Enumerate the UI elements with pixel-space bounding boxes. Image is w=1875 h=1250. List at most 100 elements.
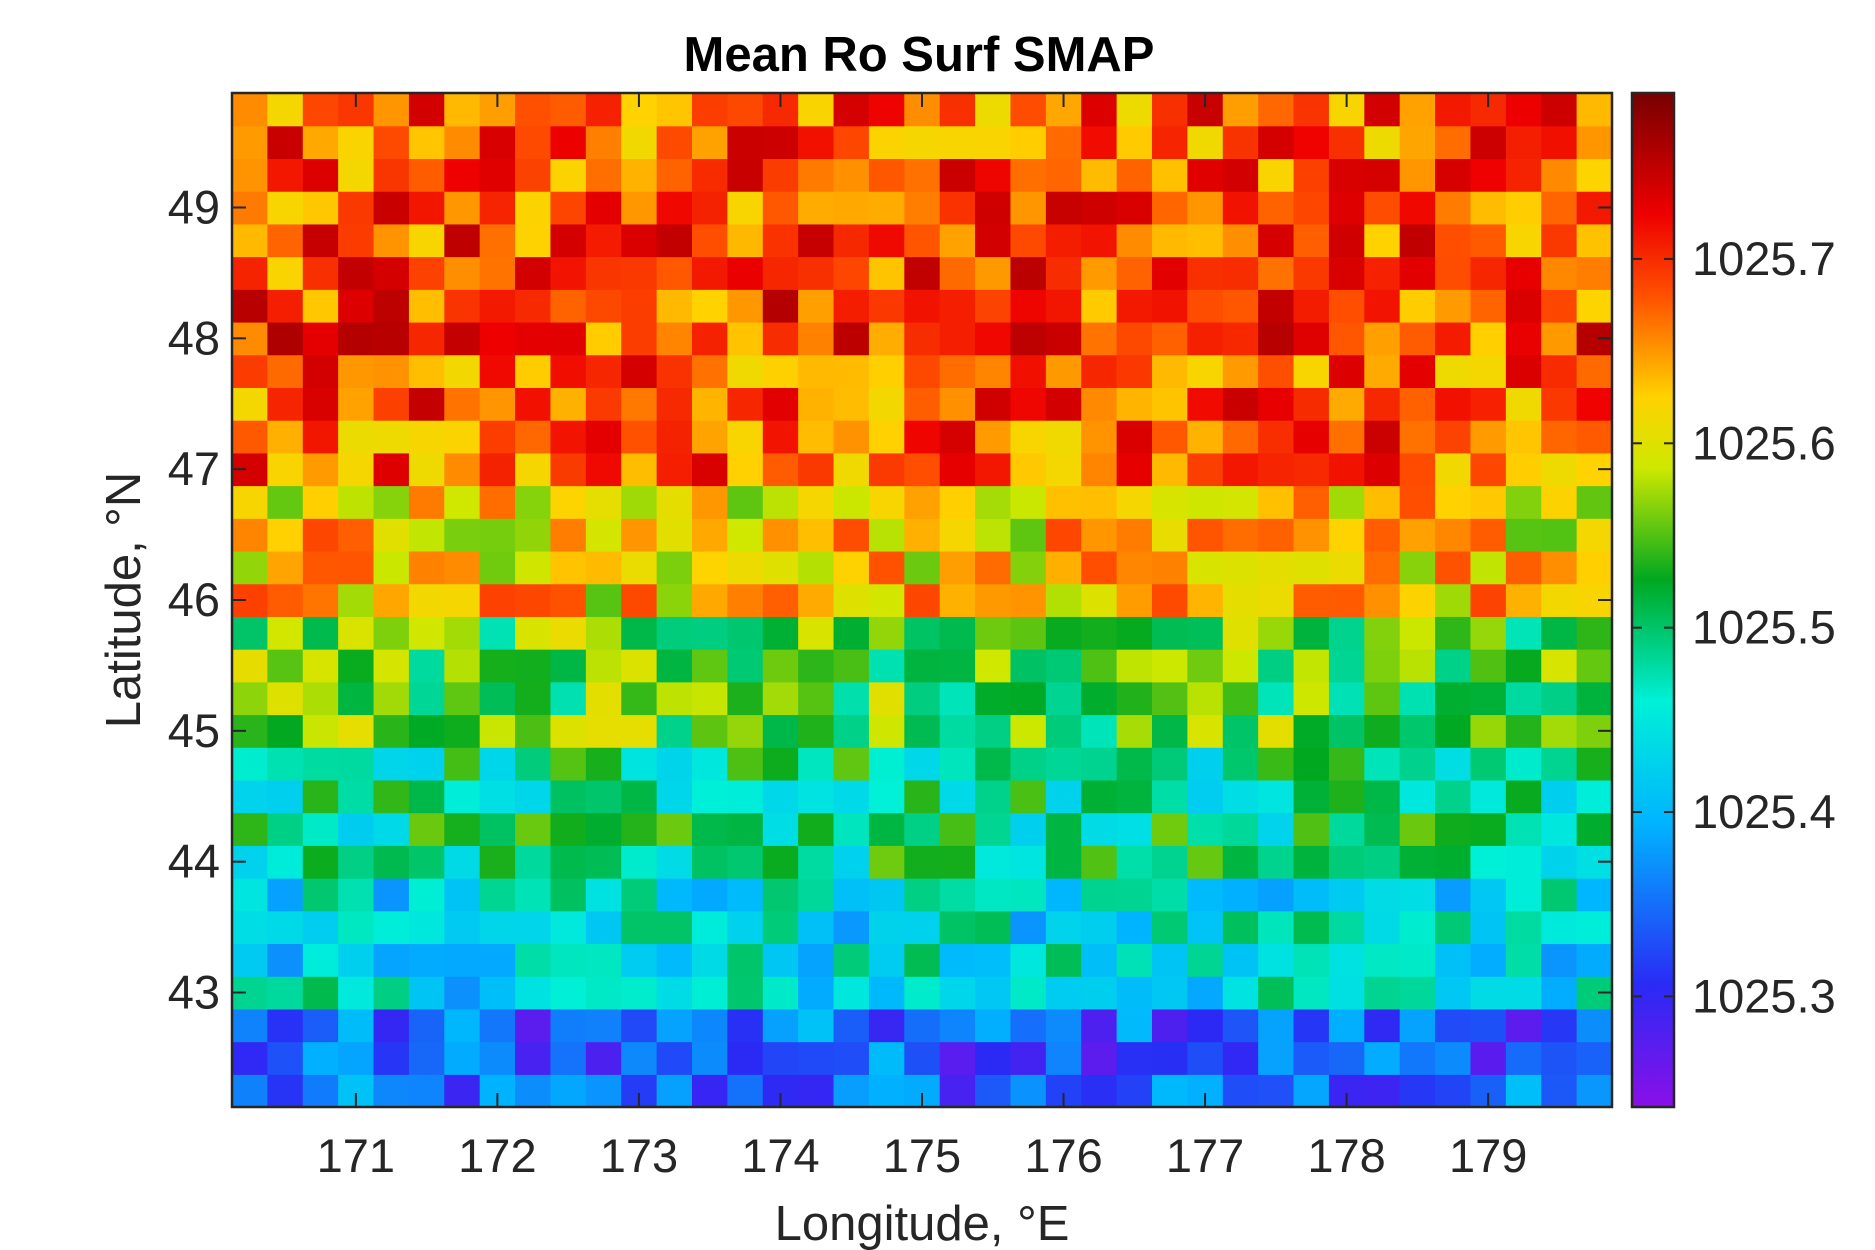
heatmap-cell xyxy=(515,976,552,1010)
heatmap-cell xyxy=(1541,354,1578,388)
heatmap-cell xyxy=(798,518,835,552)
heatmap-cell xyxy=(550,1074,587,1108)
heatmap-cell xyxy=(1116,289,1153,323)
heatmap-cell xyxy=(1258,1041,1295,1075)
heatmap-cell xyxy=(621,878,658,912)
heatmap-cell xyxy=(1470,485,1507,519)
heatmap-cell xyxy=(833,779,870,814)
y-tick-label: 49 xyxy=(168,180,220,233)
heatmap-cell xyxy=(1187,289,1224,323)
heatmap-cell xyxy=(1435,681,1472,716)
heatmap-cell xyxy=(833,485,870,519)
heatmap-cell xyxy=(585,812,622,846)
heatmap-cell xyxy=(692,845,728,879)
heatmap-cell xyxy=(1081,910,1118,945)
heatmap-cell xyxy=(975,93,1012,127)
heatmap-cell xyxy=(1399,910,1436,945)
heatmap-cell xyxy=(1081,387,1118,421)
heatmap-cell xyxy=(1470,125,1507,160)
heatmap-cell xyxy=(939,1008,976,1043)
heatmap-cell xyxy=(1010,910,1047,945)
heatmap-cell xyxy=(1328,191,1365,225)
heatmap-cell xyxy=(1045,125,1082,160)
heatmap-cell xyxy=(798,649,835,683)
heatmap-cell xyxy=(373,1008,410,1043)
heatmap-cell xyxy=(1576,93,1613,127)
heatmap-cell xyxy=(1187,223,1224,258)
heatmap-cell xyxy=(1470,779,1507,814)
x-tick-label: 171 xyxy=(317,1129,395,1182)
heatmap-cell xyxy=(1222,1041,1259,1075)
heatmap-cell xyxy=(232,550,268,585)
heatmap-cell xyxy=(656,812,693,846)
y-tick-label: 46 xyxy=(168,573,220,626)
heatmap-cell xyxy=(1505,845,1542,879)
heatmap-cell xyxy=(904,943,941,977)
heatmap-cell xyxy=(904,583,941,617)
heatmap-cell xyxy=(1010,485,1047,519)
heatmap-cell xyxy=(338,1041,375,1075)
heatmap-cell xyxy=(798,583,835,617)
heatmap-cell xyxy=(1222,485,1259,519)
heatmap-cell xyxy=(621,681,658,716)
heatmap-cell xyxy=(515,1008,552,1043)
heatmap-cell xyxy=(1399,1074,1436,1108)
heatmap-cell xyxy=(1116,420,1153,454)
heatmap-cell xyxy=(232,158,268,192)
heatmap-cell xyxy=(585,649,622,683)
heatmap-cell xyxy=(798,420,835,454)
heatmap-cell xyxy=(444,550,481,585)
heatmap-cell xyxy=(373,452,410,487)
heatmap-cell xyxy=(975,878,1012,912)
heatmap-cell xyxy=(1116,485,1153,519)
heatmap-cell xyxy=(444,878,481,912)
heatmap-cell xyxy=(1222,256,1259,290)
heatmap-cell xyxy=(1152,289,1188,323)
heatmap-cell xyxy=(444,191,481,225)
heatmap-cell xyxy=(1081,223,1118,258)
heatmap-cell xyxy=(727,616,764,650)
heatmap-cell xyxy=(975,714,1012,748)
heatmap-cell xyxy=(656,289,693,323)
heatmap-cell xyxy=(1576,223,1613,258)
heatmap-cell xyxy=(1258,158,1295,192)
heatmap-cell xyxy=(1222,387,1259,421)
heatmap-cell xyxy=(479,485,516,519)
heatmap-cell xyxy=(550,845,587,879)
heatmap-cell xyxy=(338,943,375,977)
heatmap-cell xyxy=(1505,256,1542,290)
heatmap-cell xyxy=(550,158,587,192)
heatmap-cell xyxy=(338,223,375,258)
colorbar-tick-label: 1025.3 xyxy=(1692,969,1836,1022)
heatmap-cell xyxy=(1152,878,1188,912)
heatmap-cell xyxy=(621,943,658,977)
heatmap-cell xyxy=(1152,125,1188,160)
heatmap-cell xyxy=(1505,1008,1542,1043)
heatmap-cell xyxy=(868,158,905,192)
heatmap-cell xyxy=(550,485,587,519)
heatmap-cell xyxy=(939,191,976,225)
heatmap-cell xyxy=(1116,714,1153,748)
heatmap-cell xyxy=(868,420,905,454)
heatmap-cell xyxy=(762,550,799,585)
heatmap-cell xyxy=(1435,1008,1472,1043)
heatmap-cell xyxy=(1399,420,1436,454)
heatmap-cell xyxy=(408,616,445,650)
heatmap-cell xyxy=(338,518,375,552)
heatmap-cell xyxy=(479,256,516,290)
heatmap-cell xyxy=(1435,1041,1472,1075)
heatmap-cell xyxy=(1152,845,1188,879)
heatmap-cell xyxy=(1364,125,1401,160)
heatmap-cell xyxy=(1364,420,1401,454)
heatmap-cell xyxy=(656,452,693,487)
heatmap-cell xyxy=(550,747,587,781)
heatmap-cell xyxy=(1258,976,1295,1010)
heatmap-cell xyxy=(1187,354,1224,388)
heatmap-cell xyxy=(621,747,658,781)
heatmap-cell xyxy=(1152,1074,1188,1108)
heatmap-cell xyxy=(692,125,728,160)
heatmap-cell xyxy=(904,485,941,519)
heatmap-cell xyxy=(1293,354,1330,388)
heatmap-cell xyxy=(585,943,622,977)
heatmap-cell xyxy=(1045,845,1082,879)
